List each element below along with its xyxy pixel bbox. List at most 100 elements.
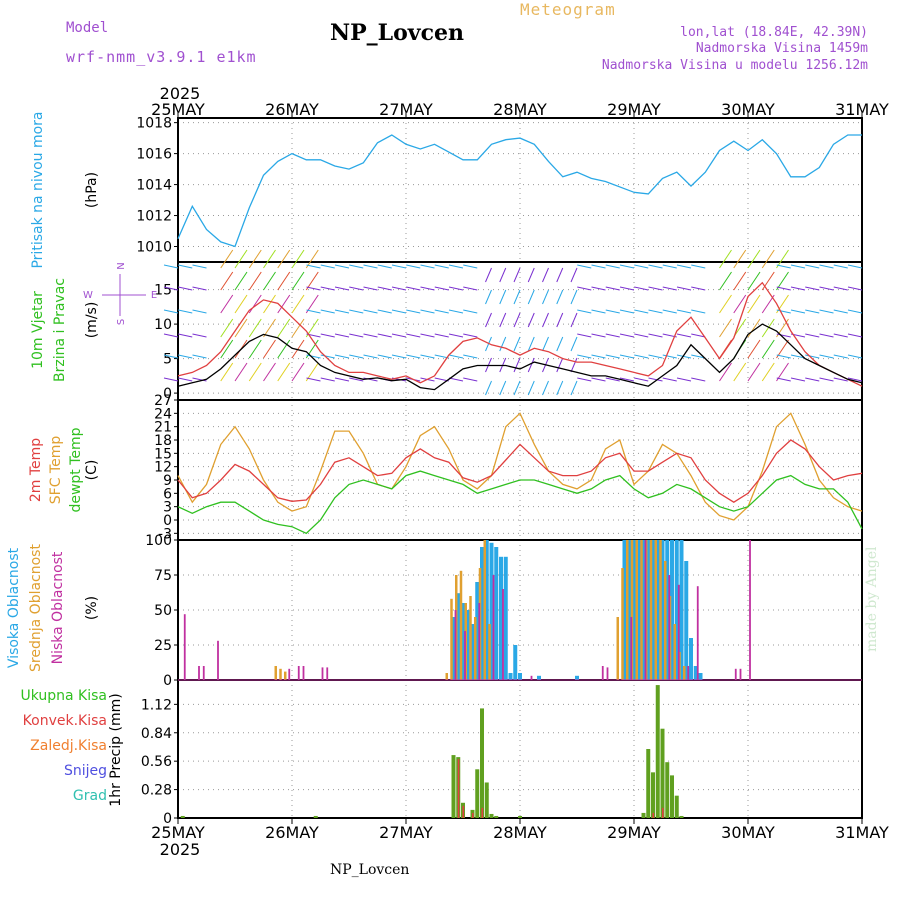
precip-convective-bar bbox=[662, 807, 664, 818]
cloud-low-bar bbox=[464, 631, 466, 680]
wind-arrow bbox=[805, 377, 820, 382]
cloud-high-bar bbox=[646, 540, 651, 680]
wind-arrow bbox=[662, 354, 677, 359]
wind-arrow bbox=[833, 333, 848, 338]
precip-total-bar bbox=[484, 782, 489, 818]
wind-arrow bbox=[761, 318, 775, 338]
wind-arrow bbox=[263, 294, 276, 314]
cloud-high-bar bbox=[499, 556, 503, 680]
cloud-mid-bar bbox=[474, 617, 477, 680]
wind-arrow bbox=[776, 333, 791, 338]
cloud-high-bar bbox=[475, 582, 480, 680]
wind-arrow bbox=[719, 294, 732, 314]
precip-total-bar bbox=[641, 812, 646, 818]
wind-arrow bbox=[619, 286, 635, 291]
wind-arrow bbox=[570, 380, 578, 396]
wind-arrow bbox=[833, 309, 848, 314]
wind-arrow bbox=[485, 289, 492, 305]
wind-arrow bbox=[499, 336, 507, 352]
wind-arrow bbox=[499, 289, 507, 305]
wind-arrow bbox=[790, 354, 806, 359]
wind-arrow bbox=[163, 354, 179, 359]
wind-arrow bbox=[676, 286, 692, 291]
wind-arrow bbox=[605, 354, 620, 359]
time-axis-label-bottom: 30MAY bbox=[721, 823, 775, 842]
cloud-axis-title: Srednja Oblacnost bbox=[28, 544, 44, 672]
compass-north: N bbox=[116, 262, 127, 269]
cloud-low-bar bbox=[530, 675, 533, 680]
wind-arrow bbox=[591, 333, 606, 338]
wind-arrow bbox=[527, 289, 535, 305]
wind-arrow bbox=[591, 286, 606, 291]
temperature-unit-label: (C) bbox=[84, 460, 100, 481]
y-tick-label: 0.28 bbox=[141, 783, 172, 799]
wind-arrow bbox=[178, 377, 193, 382]
cloud-low-bar bbox=[630, 617, 633, 680]
cloud-high-bar bbox=[679, 540, 684, 680]
precip-convective-bar bbox=[472, 812, 474, 818]
wind-arrow bbox=[263, 362, 276, 382]
wind-arrow bbox=[178, 286, 193, 291]
wind-arrow bbox=[619, 354, 635, 359]
wind-arrow bbox=[277, 271, 291, 291]
cloud-high-bar bbox=[627, 540, 632, 680]
wind-arrow bbox=[391, 309, 407, 314]
y-tick-label: 1018 bbox=[136, 116, 172, 132]
wind-arrow bbox=[819, 377, 834, 382]
wind-arrow bbox=[570, 312, 578, 328]
wind-arrow bbox=[833, 377, 848, 382]
wind-arrow bbox=[178, 354, 193, 359]
wind-arrow bbox=[485, 380, 492, 396]
cloud-mid-bar bbox=[640, 540, 643, 680]
precip-total-bar bbox=[665, 762, 670, 818]
wind-arrow bbox=[363, 333, 378, 338]
wind-arrow bbox=[542, 289, 549, 305]
wind-arrow bbox=[277, 249, 291, 269]
wind-arrow bbox=[220, 271, 234, 291]
wind-arrow bbox=[248, 271, 262, 291]
wind-arrow bbox=[306, 264, 321, 269]
wind-arrow bbox=[320, 354, 335, 359]
wind-arrow bbox=[790, 264, 806, 269]
wind-arrow bbox=[320, 309, 335, 314]
wind-arrow bbox=[776, 309, 791, 314]
wind-arrow bbox=[605, 286, 620, 291]
compass-south: S bbox=[116, 319, 127, 325]
wind-arrow bbox=[463, 264, 478, 269]
wind-arrow bbox=[377, 264, 392, 269]
wind-arrow bbox=[434, 286, 449, 291]
y-tick-label: 24 bbox=[154, 406, 172, 422]
wind-arrow bbox=[463, 354, 478, 359]
wind-arrow bbox=[847, 286, 863, 291]
wind-arrow bbox=[776, 264, 791, 269]
wind-arrow bbox=[420, 264, 435, 269]
wind-arrow bbox=[634, 309, 649, 314]
temperature-axis-title: 2m Temp bbox=[28, 438, 44, 502]
cloud-mid-bar bbox=[483, 540, 486, 680]
wind-arrow bbox=[291, 318, 305, 338]
wind-arrow bbox=[192, 264, 207, 269]
wind-arrow bbox=[733, 294, 747, 314]
wind-arrow bbox=[776, 377, 791, 382]
wind-arrow bbox=[542, 267, 549, 283]
wind-arrow bbox=[719, 271, 732, 291]
precip-total-bar bbox=[670, 775, 674, 818]
wind-arrow bbox=[527, 336, 535, 352]
wind-arrow bbox=[263, 339, 276, 359]
wind-arrow bbox=[605, 333, 620, 338]
cloud-mid-bar bbox=[659, 540, 662, 680]
wind-arrow bbox=[448, 264, 464, 269]
y-tick-label: 15 bbox=[154, 446, 172, 462]
wind-arrow bbox=[634, 333, 649, 338]
cloud-high-bar bbox=[670, 540, 674, 680]
wind-arrow bbox=[691, 333, 706, 338]
wind-arrow bbox=[406, 309, 421, 314]
wind-arrow bbox=[178, 264, 193, 269]
wind-arrow bbox=[619, 264, 635, 269]
wind-arrow bbox=[499, 312, 507, 328]
wind-arrow bbox=[634, 354, 649, 359]
time-axis-label-top: 31MAY bbox=[835, 100, 889, 119]
wind-arrow bbox=[577, 333, 592, 338]
sfc-temp-line bbox=[177, 412, 863, 521]
y-tick-label: 9 bbox=[163, 473, 172, 489]
